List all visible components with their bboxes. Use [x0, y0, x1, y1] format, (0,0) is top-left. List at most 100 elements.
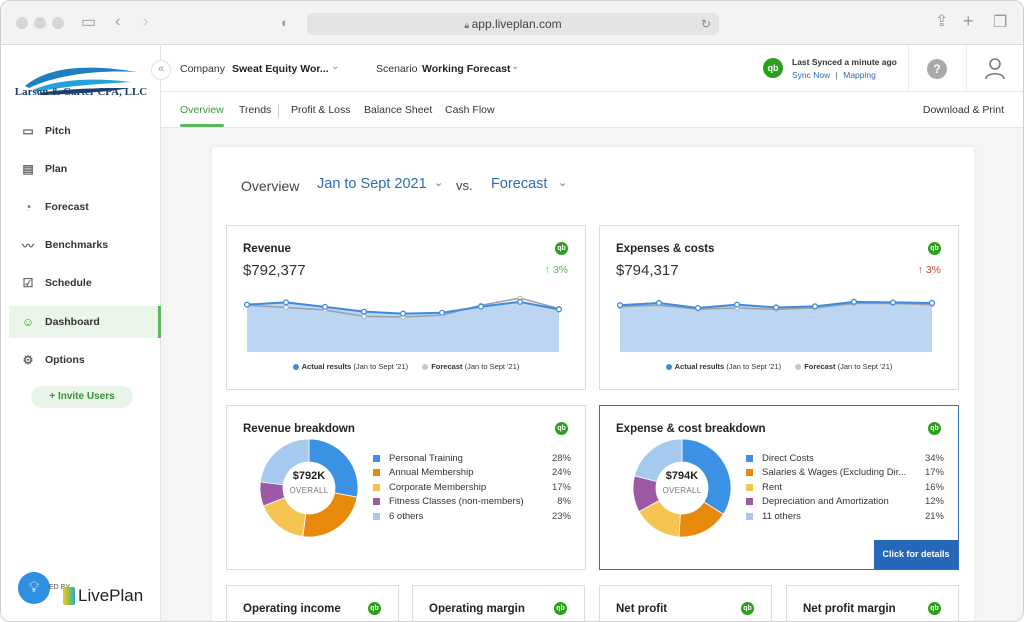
- sidebar-item-label: Options: [45, 354, 85, 366]
- legend-swatch: [746, 469, 753, 476]
- plus-icon: +: [49, 391, 58, 402]
- tab-overview-icon[interactable]: ❐: [993, 14, 1008, 31]
- actual-point: [811, 303, 819, 310]
- monitor-icon: ▭: [22, 124, 34, 138]
- tab-overview[interactable]: Overview: [180, 104, 224, 116]
- tab-trends[interactable]: Trends: [239, 104, 272, 116]
- legend-actual-label: Actual results: [674, 362, 725, 371]
- chevron-down-icon[interactable]: ⌄: [434, 177, 444, 189]
- url-text: app.liveplan.com: [471, 17, 562, 31]
- sidebar-item-label: Dashboard: [45, 316, 100, 328]
- sidebar-item-pitch[interactable]: ▭ Pitch: [9, 115, 161, 147]
- legend-forecast-label: Forecast: [431, 362, 463, 371]
- minimize-window-dot[interactable]: [34, 17, 46, 29]
- net-profit-margin-card[interactable]: Net profit margin qb: [786, 585, 959, 621]
- company-selector[interactable]: Sweat Equity Wor...: [232, 63, 329, 75]
- breakdown-percent: 24%: [551, 467, 571, 478]
- legend-dot: [795, 364, 802, 371]
- share-icon[interactable]: ⇪: [935, 13, 949, 30]
- quickbooks-icon: qb: [368, 602, 381, 615]
- divider: [966, 46, 967, 92]
- actual-point: [360, 308, 368, 315]
- reload-icon[interactable]: ↻: [700, 17, 711, 31]
- breakdown-category: 11 others: [762, 510, 801, 522]
- mapping-link[interactable]: Mapping: [843, 70, 876, 80]
- expenses-card[interactable]: Expenses & costs qb $794,317 ↑ 3% Actual…: [599, 225, 959, 390]
- zoom-window-dot[interactable]: [52, 17, 64, 29]
- legend-dot: [422, 364, 429, 371]
- breakdown-category: Fitness Classes (non-members): [389, 496, 524, 507]
- back-arrow-icon[interactable]: ‹: [115, 13, 121, 30]
- revenue-card[interactable]: Revenue qb $792,377 ↑ 3% Actual results …: [226, 225, 586, 390]
- chevron-down-icon[interactable]: ⌄: [331, 61, 340, 72]
- link-separator: |: [835, 70, 838, 80]
- sync-links: Sync Now | Mapping: [792, 70, 876, 80]
- download-print-button[interactable]: Download & Print: [922, 104, 1004, 116]
- shield-icon[interactable]: ◐: [281, 15, 289, 30]
- divider: [908, 46, 909, 92]
- card-title: Expense & cost breakdown: [616, 423, 766, 435]
- revenue-change: ↑ 3%: [545, 264, 568, 276]
- forward-arrow-icon[interactable]: ›: [143, 13, 149, 30]
- breakdown-percent: 12%: [924, 496, 944, 507]
- sidebar-item-label: Forecast: [45, 201, 89, 213]
- dashboard-icon: ☺: [21, 315, 35, 329]
- sidebar-item-label: Benchmarks: [45, 239, 109, 251]
- legend-forecast-label: Forecast: [804, 362, 836, 371]
- sidebar-item-dashboard[interactable]: ☺ Dashboard: [9, 306, 161, 338]
- new-tab-icon[interactable]: +: [963, 11, 974, 31]
- org-name: Larson & Carter CPA, LLC: [14, 86, 148, 98]
- card-title: Operating margin: [429, 603, 525, 615]
- actual-point: [243, 301, 251, 308]
- tab-profit-loss[interactable]: Profit & Loss: [291, 104, 351, 116]
- chevron-down-icon[interactable]: ⌄: [511, 61, 520, 72]
- lightbulb-icon[interactable]: 💡︎: [18, 572, 50, 604]
- address-bar[interactable]: 🔒︎ app.liveplan.com ↻: [307, 13, 719, 35]
- scenario-selector[interactable]: Working Forecast: [422, 63, 511, 75]
- operating-income-card[interactable]: Operating income qb: [226, 585, 399, 621]
- expenses-change: ↑ 3%: [918, 264, 941, 276]
- period-selector[interactable]: Jan to Sept 2021: [317, 176, 427, 192]
- forecast-point: [283, 304, 289, 310]
- vs-label: vs.: [456, 178, 473, 193]
- actual-area: [620, 301, 932, 352]
- revenue-donut-chart: [259, 438, 359, 538]
- divider: [278, 104, 279, 118]
- actual-point: [399, 310, 407, 317]
- sidebar-item-label: Plan: [45, 163, 68, 175]
- help-icon[interactable]: ?: [927, 59, 947, 79]
- breakdown-category: Annual Membership: [389, 467, 474, 478]
- sidebar-item-forecast[interactable]: ◔ Forecast: [9, 191, 161, 223]
- tab-balance-sheet[interactable]: Balance Sheet: [364, 104, 433, 116]
- sidebar-item-plan[interactable]: ▤ Plan: [9, 153, 161, 185]
- click-for-details-button[interactable]: Click for details: [874, 540, 958, 569]
- compare-selector[interactable]: Forecast: [491, 176, 548, 192]
- sidebar-toggle-icon[interactable]: ▭: [81, 14, 97, 31]
- invite-users-button[interactable]: + Invite Users: [31, 386, 133, 408]
- expense-breakdown-card[interactable]: Expense & cost breakdown qb $794K OVERAL…: [599, 405, 959, 570]
- quickbooks-icon: qb: [763, 58, 783, 78]
- actual-point: [889, 299, 897, 306]
- net-profit-card[interactable]: Net profit qb: [599, 585, 772, 621]
- actual-point: [733, 301, 741, 308]
- legend-actual-period: (Jan to Sept '21): [353, 362, 409, 371]
- breakdown-row: Personal Training 28%: [373, 451, 571, 465]
- revenue-breakdown-card[interactable]: Revenue breakdown qb $792K OVERALL Perso…: [226, 405, 586, 570]
- user-profile-icon[interactable]: [985, 58, 1005, 80]
- breakdown-category: Depreciation and Amortization: [762, 496, 889, 507]
- sync-now-link[interactable]: Sync Now: [792, 70, 831, 80]
- sidebar-item-options[interactable]: ⚙ Options: [9, 344, 161, 376]
- sidebar-item-benchmarks[interactable]: 〰 Benchmarks: [9, 229, 161, 261]
- chevron-down-icon[interactable]: ⌄: [558, 177, 568, 189]
- checkbox-icon: ☑: [22, 276, 34, 290]
- operating-margin-card[interactable]: Operating margin qb: [412, 585, 585, 621]
- close-window-dot[interactable]: [16, 17, 28, 29]
- donut-slice: [634, 438, 683, 483]
- donut-total: $794K: [665, 470, 699, 482]
- sidebar-item-schedule[interactable]: ☑ Schedule: [9, 267, 161, 299]
- collapse-sidebar-button[interactable]: «: [151, 60, 171, 80]
- tab-cash-flow[interactable]: Cash Flow: [445, 104, 495, 116]
- actual-point: [928, 299, 936, 307]
- app: Larson & Carter CPA, LLC ▭ Pitch ▤ Plan …: [1, 46, 1023, 621]
